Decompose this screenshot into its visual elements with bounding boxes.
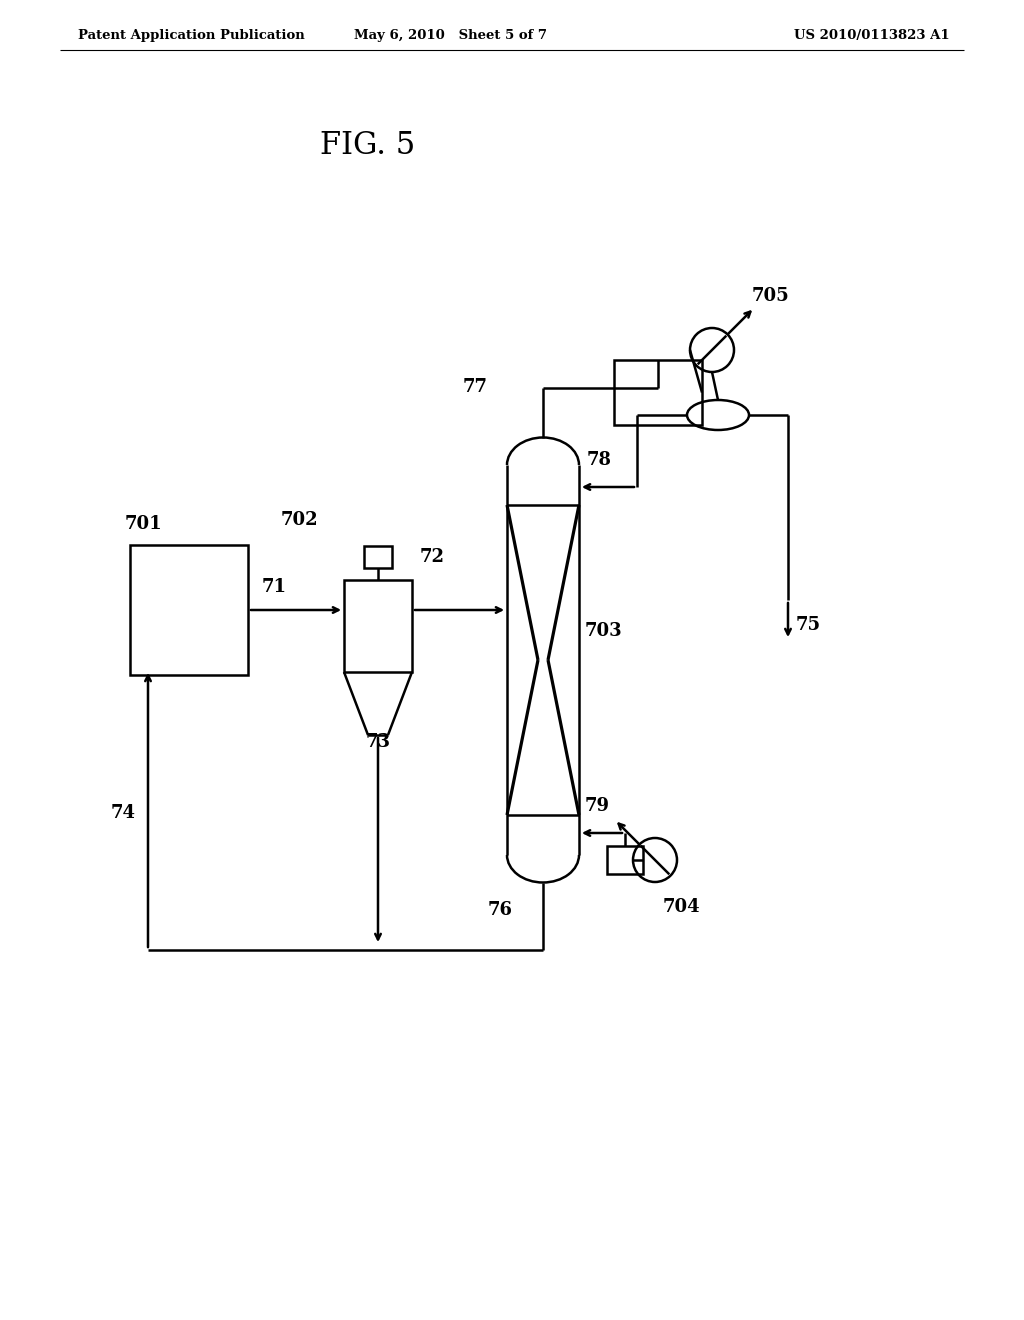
Text: 75: 75 [796,616,821,634]
Bar [614,360,702,425]
Text: US 2010/0113823 A1: US 2010/0113823 A1 [795,29,950,41]
Text: 74: 74 [111,804,136,821]
Text: 73: 73 [366,733,390,751]
Text: 76: 76 [488,902,513,919]
Text: 77: 77 [463,379,488,396]
Text: 704: 704 [663,898,700,916]
Text: 79: 79 [585,797,610,814]
Bar [607,846,643,874]
Text: 702: 702 [281,511,318,529]
Text: 71: 71 [262,578,287,597]
Text: 705: 705 [752,286,790,305]
Bar [130,545,248,675]
Text: Patent Application Publication: Patent Application Publication [78,29,305,41]
Text: 701: 701 [125,515,163,533]
Text: 72: 72 [420,548,445,566]
Bar [344,579,412,672]
Text: FIG. 5: FIG. 5 [321,129,416,161]
Text: 703: 703 [585,622,623,640]
Bar [364,546,392,568]
Text: May 6, 2010   Sheet 5 of 7: May 6, 2010 Sheet 5 of 7 [353,29,547,41]
Text: 78: 78 [587,451,612,469]
